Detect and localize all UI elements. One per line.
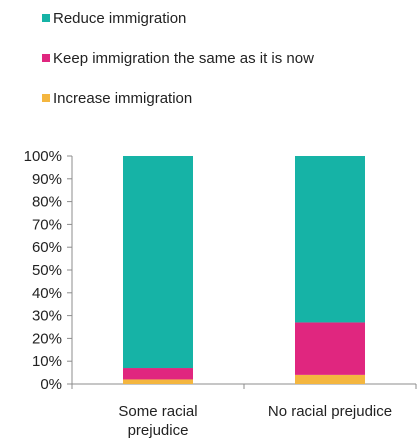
bar-segment-keep-immigration-the-same-as-it-is-now (295, 322, 365, 375)
y-tick-label: 80% (32, 194, 62, 211)
x-category-label: Some racial (118, 403, 197, 420)
y-tick-label: 0% (40, 376, 62, 393)
bar-segment-keep-immigration-the-same-as-it-is-now (123, 368, 193, 380)
y-tick-label: 20% (32, 330, 62, 347)
bar-segment-reduce-immigration (295, 156, 365, 323)
y-tick-label: 40% (32, 285, 62, 302)
y-tick-label: 60% (32, 239, 62, 256)
bar-segment-reduce-immigration (123, 156, 193, 369)
y-tick-label: 10% (32, 353, 62, 370)
y-tick-label: 30% (32, 308, 62, 325)
y-tick-label: 50% (32, 262, 62, 279)
legend-swatch-increase-immigration (42, 94, 50, 102)
legend-label-keep-immigration-the-same-as-it-is-now: Keep immigration the same as it is now (53, 50, 314, 67)
legend-swatch-keep-immigration-the-same-as-it-is-now (42, 54, 50, 62)
legend-swatch-reduce-immigration (42, 14, 50, 22)
bar-segment-increase-immigration (123, 379, 193, 384)
y-tick-label: 100% (24, 148, 62, 165)
bar-segment-increase-immigration (295, 374, 365, 384)
y-tick-label: 90% (32, 171, 62, 188)
legend-label-increase-immigration: Increase immigration (53, 90, 192, 107)
y-tick-label: 70% (32, 216, 62, 233)
x-category-label: No racial prejudice (268, 403, 392, 420)
legend-label-reduce-immigration: Reduce immigration (53, 10, 186, 27)
x-category-label: prejudice (128, 422, 189, 439)
